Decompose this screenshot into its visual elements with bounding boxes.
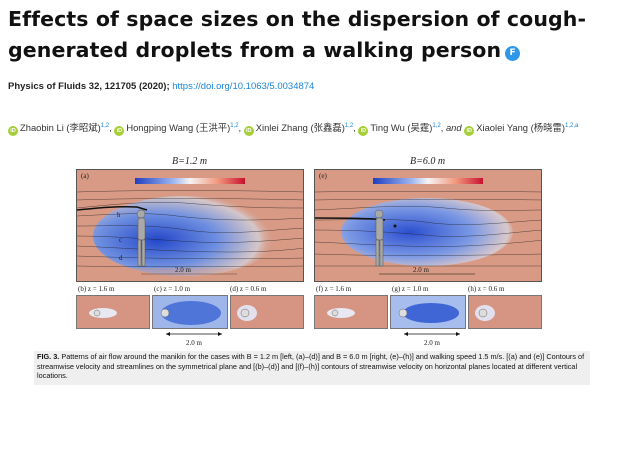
- author-1[interactable]: iD Hongping Wang (王洪平)1,2: [114, 122, 239, 136]
- caption-label: FIG. 3.: [37, 352, 60, 361]
- featured-badge-icon[interactable]: F: [505, 46, 521, 61]
- author-name[interactable]: Ting Wu (吴霆): [370, 122, 433, 133]
- panel-a-label: (a): [81, 172, 89, 180]
- authors-and: and: [445, 122, 462, 133]
- panel-b: [76, 295, 150, 329]
- panel-g: [390, 295, 466, 329]
- distance-label-c: 2.0 m: [186, 339, 202, 347]
- author-4[interactable]: iD Xiaolei Yang (杨晓雷)1,2,a: [464, 122, 579, 136]
- figure-3: B=1.2 m: [74, 156, 594, 350]
- orcid-icon[interactable]: iD: [114, 126, 125, 136]
- author-name[interactable]: Hongping Wang (王洪平): [126, 122, 231, 133]
- article-title-text: Effects of space sizes on the dispersion…: [8, 7, 587, 62]
- manikin-right: [374, 209, 384, 267]
- panel-h: [468, 295, 542, 329]
- author-affiliation[interactable]: 1,2,a: [565, 122, 579, 129]
- journal-name: Physics of Fluids: [8, 81, 87, 92]
- author-affiliation[interactable]: 1,2: [100, 122, 110, 129]
- panel-e-flow-field: (e) 2.0 m: [314, 169, 542, 282]
- orcid-icon[interactable]: iD: [243, 126, 254, 136]
- journal-pages: 121705 (2020);: [104, 81, 170, 92]
- marker-d-left: d: [119, 254, 123, 262]
- orcid-icon[interactable]: iD: [464, 126, 475, 136]
- orcid-icon[interactable]: iD: [8, 126, 18, 136]
- author-2[interactable]: iD Xinlei Zhang (张鑫磊)1,2: [243, 122, 354, 136]
- distance-arrow-right: [404, 332, 460, 336]
- author-name[interactable]: Xinlei Zhang (张鑫磊): [255, 122, 345, 133]
- label-f: (f) z = 1.6 m: [316, 285, 352, 293]
- distance-label-g: 2.0 m: [424, 339, 440, 347]
- panel-a-flow-field: (a) h c d 2.0 m: [76, 169, 304, 282]
- orcid-icon[interactable]: iD: [358, 126, 369, 136]
- marker-c-left: c: [119, 236, 123, 244]
- author-name[interactable]: Zhaobin Li (李昭斌): [20, 122, 101, 133]
- author-3[interactable]: iD Ting Wu (吴霆)1,2: [358, 122, 441, 136]
- label-h: (h) z = 0.6 m: [468, 285, 505, 293]
- figure-caption: FIG. 3. Patterns of air flow around the …: [34, 351, 590, 385]
- author-affiliation[interactable]: 1,2: [230, 122, 239, 129]
- panel-e-label: (e): [319, 172, 327, 180]
- label-g: (g) z = 1.0 m: [392, 285, 429, 293]
- author-0[interactable]: iD Zhaobin Li (李昭斌)1,2: [8, 122, 110, 136]
- citation-line: Physics of Fluids 32, 121705 (2020); htt…: [8, 81, 314, 92]
- panel-f: [314, 295, 388, 329]
- panel-d: [230, 295, 304, 329]
- journal-volume: 32: [88, 81, 100, 92]
- author-affiliation[interactable]: 1,2: [344, 122, 354, 129]
- flow-field-left-svg: [77, 170, 303, 281]
- author-name[interactable]: Xiaolei Yang (杨晓雷): [476, 122, 565, 133]
- doi-link[interactable]: https://doi.org/10.1063/5.0034874: [172, 81, 315, 92]
- author-list: iD Zhaobin Li (李昭斌)1,2, iD Hongping Wang (…: [8, 120, 628, 136]
- right-panel-title: B=6.0 m: [410, 156, 446, 167]
- citation-comma: ,: [99, 81, 102, 92]
- marker-h-left: h: [117, 211, 121, 219]
- distance-arrow-left: [166, 332, 222, 336]
- distance-label-a: 2.0 m: [175, 266, 191, 274]
- panel-c: [152, 295, 228, 329]
- label-c: (c) z = 1.0 m: [154, 285, 191, 293]
- manikin-left: [136, 209, 146, 267]
- left-panel-title: B=1.2 m: [172, 156, 208, 167]
- flow-field-right-svg: [315, 170, 541, 281]
- article-title: Effects of space sizes on the dispersion…: [8, 4, 618, 66]
- caption-text: Patterns of air flow around the manikin …: [37, 352, 585, 381]
- label-b: (b) z = 1.6 m: [78, 285, 115, 293]
- author-affiliation[interactable]: 1,2: [432, 122, 441, 129]
- distance-label-e: 2.0 m: [413, 266, 429, 274]
- label-d: (d) z = 0.6 m: [230, 285, 267, 293]
